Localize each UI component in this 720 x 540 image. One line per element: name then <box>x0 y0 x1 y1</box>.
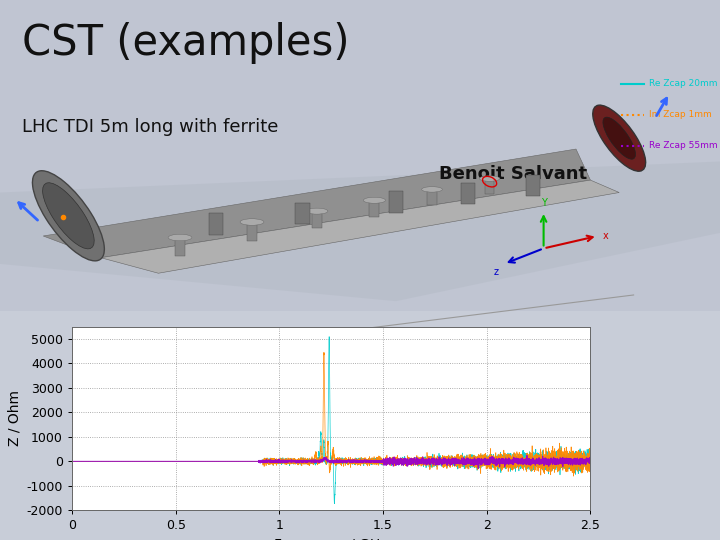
Text: Re Zcap 20mm: Re Zcap 20mm <box>649 79 717 89</box>
Ellipse shape <box>32 171 104 261</box>
Bar <box>428 190 436 205</box>
Bar <box>246 222 258 241</box>
Polygon shape <box>389 191 403 213</box>
Polygon shape <box>295 202 310 224</box>
Ellipse shape <box>42 183 94 249</box>
Text: z: z <box>494 267 499 277</box>
Text: x: x <box>603 231 608 241</box>
Text: Re Zcap 55mm: Re Zcap 55mm <box>649 141 717 151</box>
Text: CST (examples): CST (examples) <box>22 22 349 64</box>
Text: Y: Y <box>541 198 546 208</box>
Text: Im Zcap 1mm: Im Zcap 1mm <box>649 110 711 119</box>
Text: Benoit Salvant: Benoit Salvant <box>439 165 588 183</box>
Ellipse shape <box>480 176 500 181</box>
Ellipse shape <box>603 117 636 159</box>
Ellipse shape <box>240 219 264 225</box>
Ellipse shape <box>422 187 442 192</box>
Text: LHC TDI 5m long with ferrite: LHC TDI 5m long with ferrite <box>22 118 278 136</box>
Ellipse shape <box>593 105 646 171</box>
Ellipse shape <box>364 197 385 203</box>
Bar <box>369 200 379 217</box>
X-axis label: Frequency / GHz: Frequency / GHz <box>274 538 388 540</box>
Ellipse shape <box>306 208 328 214</box>
Bar <box>312 211 322 228</box>
Ellipse shape <box>168 234 192 241</box>
Bar <box>174 238 186 256</box>
Polygon shape <box>209 213 223 235</box>
Y-axis label: Z / Ohm: Z / Ohm <box>7 390 21 447</box>
Bar <box>485 179 495 194</box>
Polygon shape <box>526 175 540 197</box>
Polygon shape <box>43 149 590 258</box>
Polygon shape <box>101 180 619 273</box>
Polygon shape <box>461 183 475 204</box>
Polygon shape <box>0 161 720 301</box>
